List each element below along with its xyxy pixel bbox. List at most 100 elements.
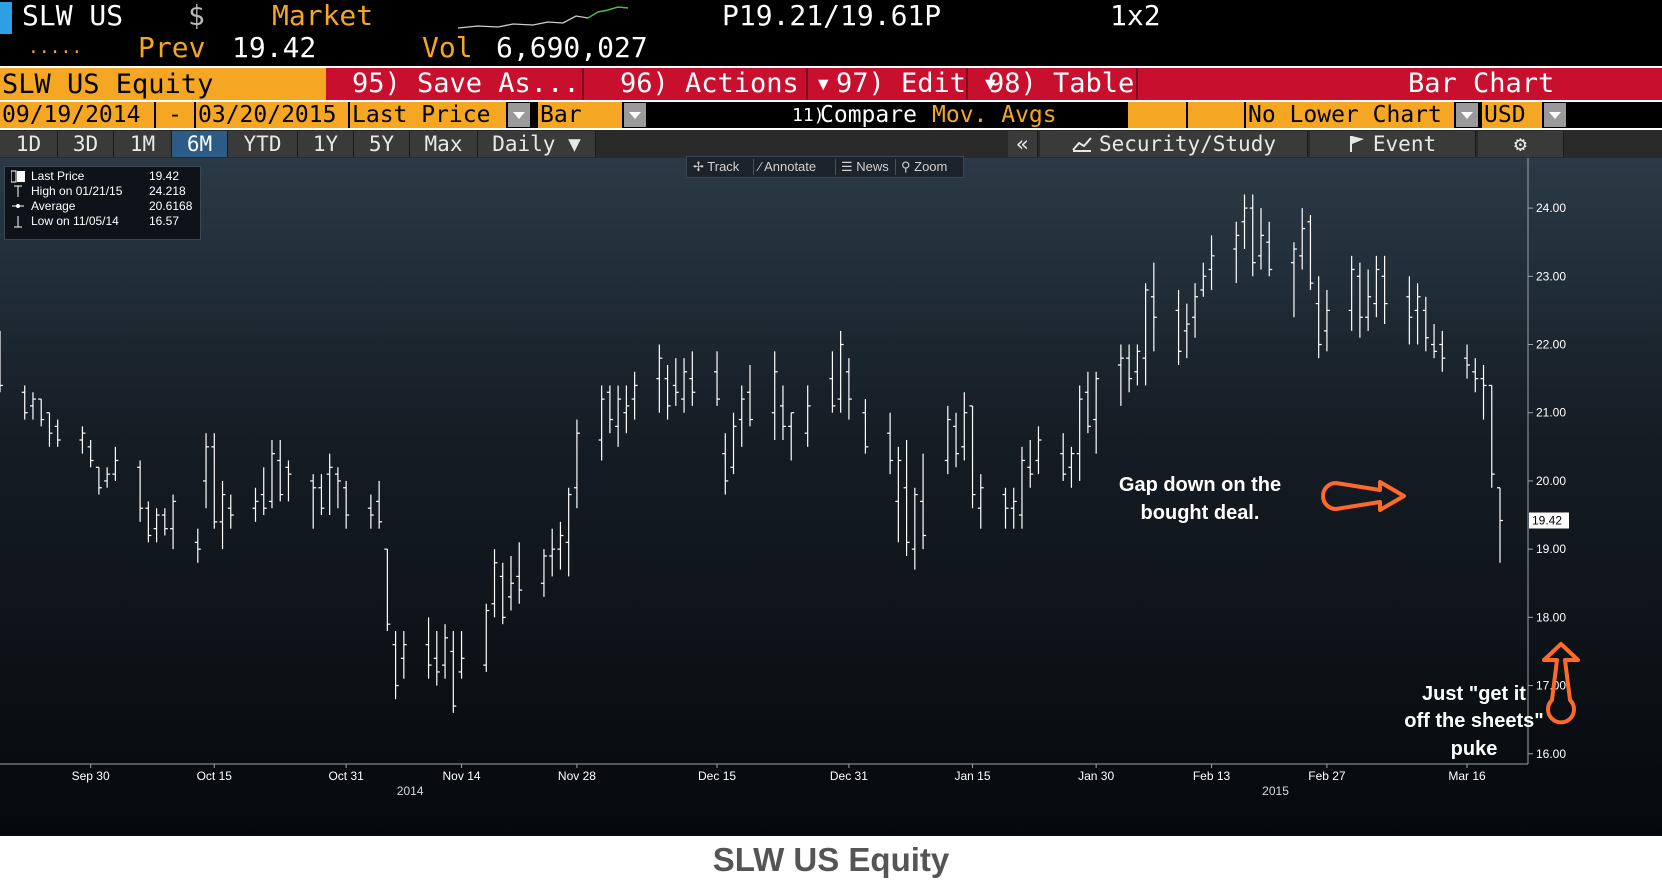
ohlc-bar — [1233, 221, 1240, 284]
ohlc-bar — [87, 440, 94, 468]
ohlc-bars — [0, 194, 1503, 713]
field-dropdown-icon[interactable] — [508, 103, 530, 127]
param-blank-2[interactable] — [1188, 102, 1244, 128]
range-5y-button[interactable]: 5Y — [354, 131, 410, 157]
x-tick-label: Nov 14 — [443, 769, 481, 783]
ohlc-bar — [1431, 324, 1438, 359]
field-select[interactable]: Last Price — [350, 102, 506, 128]
compare-button[interactable]: Compare — [820, 102, 917, 128]
legend-high-value: 24.218 — [149, 184, 186, 198]
ohlc-bar — [334, 467, 341, 509]
end-date-field[interactable]: 03/20/2015 — [196, 102, 348, 128]
price-chart[interactable]: 16.00 17.00 18.00 19.00 20.00 21.00 22.00 23.00… — [0, 158, 1662, 836]
ohlc-bar — [738, 385, 745, 447]
lower-chart-select[interactable]: No Lower Chart — [1246, 102, 1454, 128]
range-max-button[interactable]: Max — [410, 131, 478, 157]
gap-annotation-line1: Gap down on the — [1119, 474, 1281, 496]
ohlc-bar — [845, 358, 852, 420]
range-1y-button[interactable]: 1Y — [298, 131, 354, 157]
tool-separator — [753, 159, 754, 175]
x-tick-label: Oct 15 — [197, 769, 233, 783]
ohlc-bar — [557, 521, 564, 570]
ohlc-bar — [1010, 487, 1017, 529]
news-tool[interactable]: ☰ News — [841, 159, 889, 174]
x-tick-label: Feb 13 — [1193, 769, 1231, 783]
ohlc-bar — [779, 385, 786, 441]
y-tick-label: 16.00 — [1536, 747, 1566, 761]
ohlc-bar — [95, 466, 102, 495]
actions-button[interactable]: 96) Actions ▾ — [620, 68, 832, 99]
legend-last-value: 19.42 — [149, 169, 180, 183]
x-axis: Sep 30 Oct 15 Oct 31 Nov 14 Nov 28 Dec 15 Dec … — [0, 763, 1528, 798]
zoom-tool[interactable]: ⚲ Zoom — [901, 159, 948, 174]
security-field[interactable]: SLW US Equity — [0, 68, 326, 100]
collapse-icon[interactable]: « — [1008, 131, 1038, 157]
y-tick-label: 23.00 — [1536, 269, 1566, 283]
ohlc-bar — [1365, 269, 1372, 331]
ohlc-bar — [1002, 487, 1009, 529]
ohlc-bar — [1406, 276, 1413, 345]
security-study-button[interactable]: Security/Study — [1040, 131, 1308, 157]
ticker-symbol[interactable]: SLW US — [22, 0, 124, 32]
lower-chart-dropdown-icon[interactable] — [1456, 103, 1478, 127]
ohlc-bar — [1060, 433, 1067, 481]
puke-annotation-line3: puke — [1451, 738, 1498, 760]
ohlc-bar — [318, 474, 325, 516]
gap-annotation-line2: bought deal. — [1141, 502, 1260, 524]
ohlc-bar — [433, 630, 440, 686]
currency-dropdown-icon[interactable] — [1544, 103, 1566, 127]
fn-separator — [806, 68, 808, 100]
legend-low-label: Low on 11/05/14 — [31, 214, 119, 228]
ohlc-bar — [903, 440, 910, 556]
news-label: News — [856, 159, 889, 174]
compare-number: 11) — [792, 105, 825, 126]
annotate-tool[interactable]: ∕ Annotate — [759, 159, 817, 174]
ohlc-bar — [722, 433, 729, 495]
y-tick-label: 21.00 — [1536, 406, 1566, 420]
save-as-button[interactable]: 95) Save As... — [352, 68, 580, 99]
range-6m-button[interactable]: 6M — [172, 131, 228, 157]
ohlc-bar — [227, 494, 234, 529]
mov-avgs-button[interactable]: Mov. Avgs — [932, 102, 1057, 128]
currency-select[interactable]: USD — [1482, 102, 1542, 128]
style-dropdown-icon[interactable] — [624, 103, 646, 127]
ohlc-bar — [1117, 344, 1124, 406]
fn-separator — [1136, 68, 1138, 100]
bid-ask-quote: P19.21/19.61P — [722, 0, 942, 32]
ticker-dots: ..... — [28, 37, 83, 58]
ohlc-bar — [1488, 384, 1495, 488]
range-ytd-button[interactable]: YTD — [228, 131, 298, 157]
range-1m-button[interactable]: 1M — [114, 131, 172, 157]
ohlc-bar — [367, 494, 374, 529]
ohlc-bar — [260, 467, 267, 516]
ohlc-bar — [79, 426, 86, 454]
frequency-select[interactable]: Daily ▼ — [478, 131, 596, 157]
ohlc-bar — [507, 555, 514, 611]
table-button[interactable]: 98) Table — [988, 68, 1135, 99]
ohlc-bar — [961, 392, 968, 461]
ohlc-bar — [54, 419, 61, 447]
ohlc-bar — [384, 548, 391, 631]
ohlc-bar — [1035, 426, 1042, 475]
chart-tool-strip: ✢ Track ∕ Annotate ☰ News ⚲ Zoom — [686, 156, 964, 178]
track-tool[interactable]: ✢ Track — [693, 159, 740, 174]
chart-type-title: Bar Chart — [1408, 68, 1555, 99]
ohlc-bar — [343, 480, 350, 529]
year-label: 2014 — [397, 784, 424, 798]
range-3d-button[interactable]: 3D — [58, 131, 114, 157]
ohlc-bar — [565, 487, 572, 577]
chart-legend[interactable]: Last Price 19.42 High on 01/21/15 24.218… — [4, 166, 201, 240]
settings-gear-icon[interactable]: ⚙ — [1478, 131, 1564, 157]
ohlc-bar — [1093, 371, 1100, 454]
range-1d-button[interactable]: 1D — [0, 131, 58, 157]
ohlc-bar — [920, 453, 927, 550]
chart-style-select[interactable]: Bar — [538, 102, 622, 128]
param-blank-1[interactable] — [1128, 102, 1186, 128]
ticker-strip: SLW US $ Market P19.21/19.61P 1x2 ..... … — [0, 0, 1662, 66]
start-date-field[interactable]: 09/19/2014 — [0, 102, 154, 128]
event-button[interactable]: Event — [1310, 131, 1476, 157]
ohlc-bar — [1257, 208, 1264, 270]
ohlc-bar — [1150, 262, 1157, 352]
edit-button[interactable]: 97) Edit ▾ — [836, 68, 999, 99]
ohlc-bar — [1381, 255, 1388, 325]
